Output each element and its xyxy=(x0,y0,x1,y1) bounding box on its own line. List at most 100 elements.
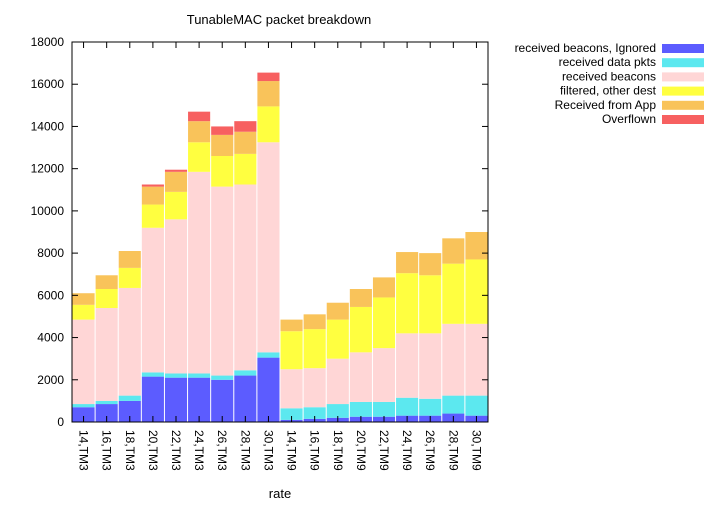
bar-segment xyxy=(442,395,465,414)
y-tick-label: 6000 xyxy=(37,288,64,302)
x-tick-label: 22,TM9 xyxy=(377,430,391,471)
bar-segment xyxy=(372,277,396,298)
bar-segment xyxy=(141,227,164,373)
bar-segment xyxy=(419,333,442,399)
x-tick-label: 14,TM3 xyxy=(77,430,91,471)
bar-segment xyxy=(141,376,164,422)
bar-segment xyxy=(280,369,303,409)
bar-segment xyxy=(326,319,349,359)
bar-segment xyxy=(188,121,211,143)
bar-segment xyxy=(257,352,280,358)
bar-segment xyxy=(72,407,95,422)
y-tick-label: 14000 xyxy=(31,119,65,133)
bar-segment xyxy=(257,357,280,422)
bar-segment xyxy=(396,273,419,334)
y-axis: 0 2000 4000 6000 8000 10000 12000 14000 16000 180… xyxy=(31,35,488,429)
legend-label: Received from App xyxy=(555,98,657,112)
bar-segment xyxy=(141,204,164,228)
bar-segment xyxy=(303,329,326,369)
bar-segment xyxy=(164,373,188,378)
bar-segment xyxy=(234,375,257,422)
bar-segment xyxy=(118,267,141,288)
bar-segment xyxy=(118,287,141,396)
x-tick-label: 28,TM3 xyxy=(238,430,252,471)
bar-segment xyxy=(396,397,419,416)
bar-segment xyxy=(303,368,326,408)
bar-segment xyxy=(72,319,95,405)
x-tick-label: 30,TM9 xyxy=(469,430,483,471)
legend-swatch xyxy=(662,100,704,110)
legend-label: received data pkts xyxy=(559,55,656,69)
bar-segment xyxy=(349,401,372,417)
bar-segment xyxy=(442,238,465,264)
bar-segment xyxy=(188,142,211,172)
bar-segment xyxy=(257,81,280,107)
y-tick-label: 4000 xyxy=(37,331,64,345)
x-tick-label: 30,TM3 xyxy=(261,430,275,471)
bar-segment xyxy=(188,373,211,378)
bar-segment xyxy=(211,186,234,376)
bar-segment xyxy=(141,186,164,205)
bar-segment xyxy=(257,106,280,143)
bar-segment xyxy=(188,111,211,122)
x-tick-label: 26,TM9 xyxy=(423,430,437,471)
bar-segment xyxy=(349,289,372,307)
bar-segment xyxy=(349,306,372,353)
bar-segment xyxy=(280,331,303,370)
bar-segment xyxy=(164,219,188,374)
y-tick-label: 2000 xyxy=(37,373,64,387)
bar-segment xyxy=(326,302,349,320)
chart-title: TunableMAC packet breakdown xyxy=(187,12,372,27)
bar-segment xyxy=(372,348,396,402)
bar-segment xyxy=(95,404,118,422)
y-tick-label: 18000 xyxy=(31,35,65,49)
bar-segment xyxy=(442,263,465,324)
bar-segment xyxy=(95,289,118,308)
legend-label: Overflown xyxy=(602,112,656,126)
bar-segment xyxy=(280,319,303,332)
legend-label: filtered, other dest xyxy=(560,84,657,98)
bar-segment xyxy=(164,169,188,172)
x-tick-label: 28,TM9 xyxy=(446,430,460,471)
x-tick-label: 18,TM3 xyxy=(123,430,137,471)
bar-segment xyxy=(234,370,257,376)
x-tick-label: 16,TM3 xyxy=(100,430,114,471)
bar-segment xyxy=(211,379,234,422)
x-tick-label: 20,TM3 xyxy=(146,430,160,471)
bar-segment xyxy=(257,72,280,82)
bar-segment xyxy=(118,400,141,422)
plot-frame xyxy=(71,41,489,423)
bar-segment xyxy=(164,377,188,422)
bar-segment xyxy=(95,308,118,401)
bar-segment xyxy=(372,401,396,417)
bar-segment xyxy=(234,121,257,132)
bar-segment xyxy=(280,408,303,420)
bar-segment xyxy=(188,377,211,422)
x-axis-label: rate xyxy=(269,486,291,501)
bar-segment xyxy=(188,171,211,374)
bar-segment xyxy=(234,184,257,371)
bar-segment xyxy=(326,404,349,418)
bar-segment xyxy=(72,304,95,320)
legend-label: received beacons, Ignored xyxy=(515,41,656,55)
legend-swatch xyxy=(662,86,704,96)
x-tick-label: 24,TM9 xyxy=(400,430,414,471)
bar-segment xyxy=(72,404,95,408)
bar-segment xyxy=(118,251,141,268)
bar-segment xyxy=(211,156,234,187)
y-tick-label: 10000 xyxy=(31,204,65,218)
bar-segment xyxy=(211,134,234,156)
x-tick-label: 20,TM9 xyxy=(354,430,368,471)
bar-segment xyxy=(234,131,257,154)
bar-segment xyxy=(396,252,419,274)
bar-segment xyxy=(164,191,188,220)
bar-segment xyxy=(118,395,141,401)
legend-label: received beacons xyxy=(562,69,656,83)
bar-segment xyxy=(396,333,419,398)
bar-segment xyxy=(465,259,488,324)
legend-swatch xyxy=(662,72,704,82)
x-tick-label: 22,TM3 xyxy=(169,430,183,471)
legend-swatch xyxy=(662,115,704,124)
